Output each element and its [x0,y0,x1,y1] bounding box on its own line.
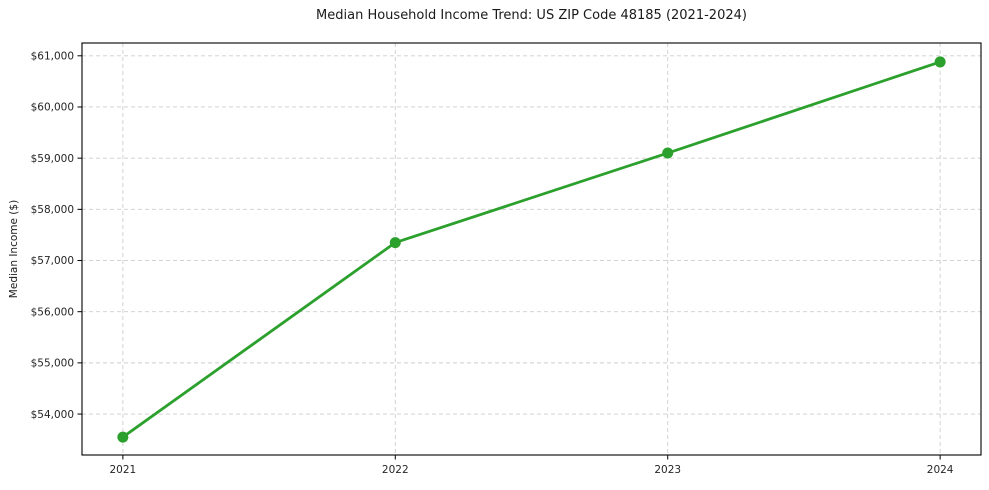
y-tick-label: $60,000 [31,102,74,114]
axis-tick-labels: 2021 2022 2023 2024 $54,000 $55,000 $56,000 $57… [31,50,954,476]
x-tick-label: 2022 [382,464,409,476]
y-tick-label: $58,000 [31,204,74,216]
axis-ticks [77,55,941,460]
income-trend-line [121,60,942,439]
x-tick-label: 2023 [654,464,681,476]
plot-border [81,42,982,456]
gridlines [82,43,981,455]
data-point-2022 [389,237,401,249]
data-point-2024 [934,56,946,68]
y-tick-label: $57,000 [31,255,74,267]
y-axis-label: Median Income ($) [8,199,20,299]
y-tick-label: $56,000 [31,306,74,318]
data-point-2023 [662,147,674,159]
x-tick-label: 2021 [109,464,136,476]
y-tick-label: $54,000 [31,409,74,421]
x-tick-label: 2024 [927,464,954,476]
data-point-2021 [117,431,129,443]
y-tick-label: $55,000 [31,358,74,370]
chart-title: Median Household Income Trend: US ZIP Co… [316,8,747,23]
y-tick-label: $61,000 [31,50,74,62]
y-tick-label: $59,000 [31,153,74,165]
